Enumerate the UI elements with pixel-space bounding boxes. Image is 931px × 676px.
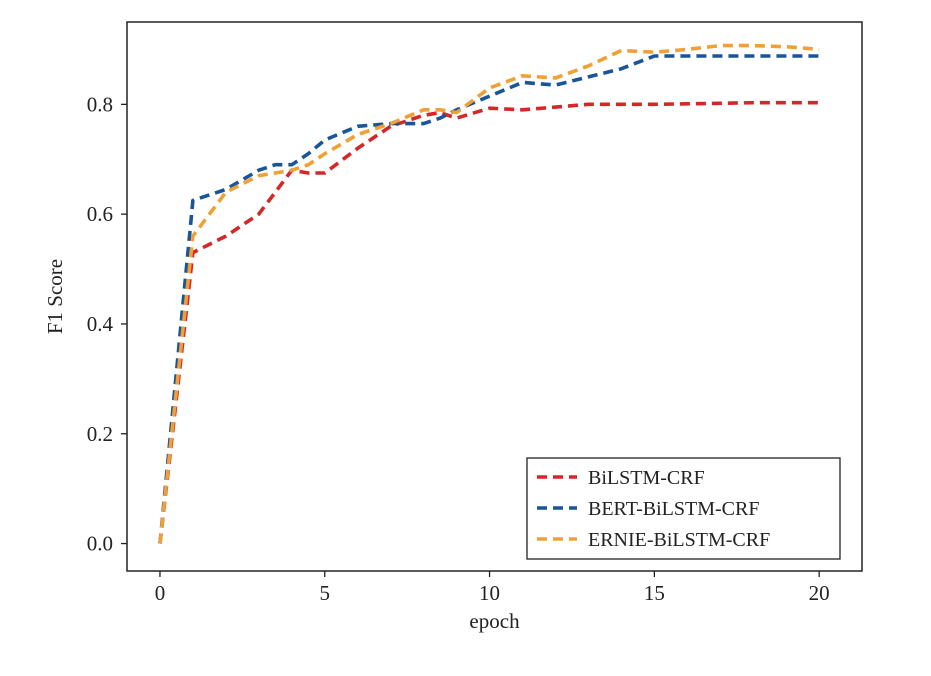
y-tick-label: 0.2 [87, 422, 113, 446]
plot-area [158, 43, 820, 544]
series-line-ernie-bilstm-crf [158, 43, 820, 544]
y-tick-label: 0.4 [87, 312, 114, 336]
y-tick-label: 0.6 [87, 202, 113, 226]
y-axis-ticks: 0.0 0.2 0.4 0.6 0.8 [87, 92, 127, 556]
legend-box [526, 457, 841, 560]
x-tick-label: 0 [155, 581, 166, 605]
legend-label: ERNIE-BiLSTM-CRF [588, 529, 770, 551]
series-line-bilstm-crf [158, 100, 820, 544]
x-axis-ticks: 0 5 10 15 20 [155, 571, 830, 605]
legend-label: BERT-BiLSTM-CRF [588, 498, 759, 520]
x-tick-label: 10 [479, 581, 500, 605]
y-axis-label: F1 Score [43, 259, 67, 334]
series-line-bert-bilstm-crf [158, 54, 820, 544]
y-tick-label: 0.8 [87, 92, 113, 116]
legend-label: BiLSTM-CRF [588, 467, 705, 489]
plot-frame [126, 21, 863, 572]
x-tick-label: 5 [320, 581, 331, 605]
legend: BiLSTM-CRF BERT-BiLSTM-CRF ERNIE-BiLSTM-CR… [526, 457, 841, 560]
y-tick-label: 0.0 [87, 532, 113, 556]
x-tick-label: 20 [809, 581, 830, 605]
x-axis-label: epoch [469, 609, 520, 633]
x-tick-label: 15 [644, 581, 665, 605]
